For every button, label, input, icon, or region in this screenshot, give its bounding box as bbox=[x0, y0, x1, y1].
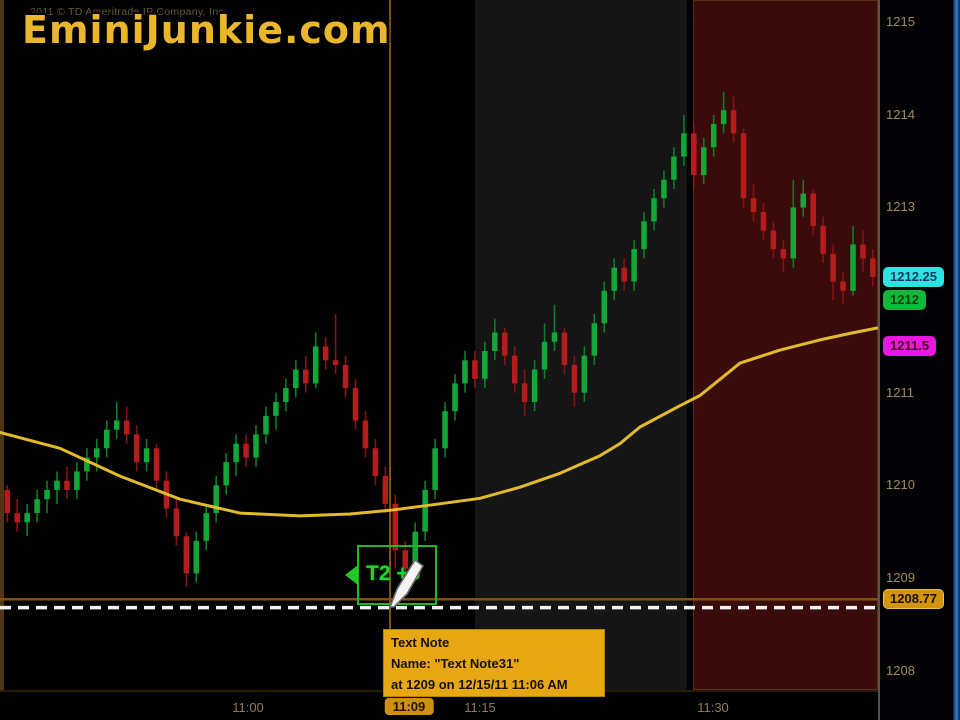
session-shade-gray bbox=[475, 0, 687, 690]
price-badge: 1212 bbox=[883, 290, 926, 311]
time-tick-label: 11:15 bbox=[464, 700, 496, 715]
price-tick-label: 1211 bbox=[886, 384, 914, 400]
price-badge: 1208.77 bbox=[883, 589, 944, 610]
candlestick-chart bbox=[0, 0, 878, 690]
eminijunkie-logo: EminiJunkie.com bbox=[22, 8, 391, 52]
tooltip-info: at 1209 on 12/15/11 11:06 AM bbox=[391, 677, 568, 692]
price-tick-label: 1208 bbox=[886, 662, 915, 678]
price-badge: 1212.25 bbox=[883, 266, 944, 287]
pen-cursor-icon bbox=[384, 556, 426, 615]
price-tick-label: 1213 bbox=[886, 199, 915, 215]
price-tick-label: 1209 bbox=[886, 569, 915, 585]
chart-plot-area[interactable] bbox=[0, 0, 878, 692]
window-edge-scrollbar[interactable] bbox=[953, 0, 960, 720]
time-tick-label: 11:00 bbox=[232, 700, 264, 715]
copyright-text: 2011 © TD Ameritrade IP Company, Inc. bbox=[30, 6, 228, 18]
price-badge: 1211.5 bbox=[883, 336, 937, 357]
crosshair-time-badge: 11:09 bbox=[384, 698, 434, 715]
chart-left-border bbox=[0, 0, 4, 690]
time-axis[interactable]: 11:09 11:00 11:15 11:30 bbox=[0, 695, 878, 720]
price-axis[interactable]: 1215 1214 1213 1211 1210 1209 1208 1212.25 1212 1… bbox=[878, 0, 955, 720]
time-tick-label: 11:30 bbox=[697, 700, 729, 715]
price-tick-label: 1215 bbox=[886, 14, 915, 30]
price-tick-label: 1210 bbox=[886, 477, 915, 493]
tooltip-title: Text Note bbox=[391, 635, 450, 650]
tooltip-name: Name: "Text Note31" bbox=[391, 656, 520, 671]
left-triangle-icon bbox=[345, 565, 358, 585]
price-tick-label: 1214 bbox=[886, 106, 915, 122]
text-note-tooltip: Text Note Name: "Text Note31" at 1209 on… bbox=[383, 629, 605, 697]
